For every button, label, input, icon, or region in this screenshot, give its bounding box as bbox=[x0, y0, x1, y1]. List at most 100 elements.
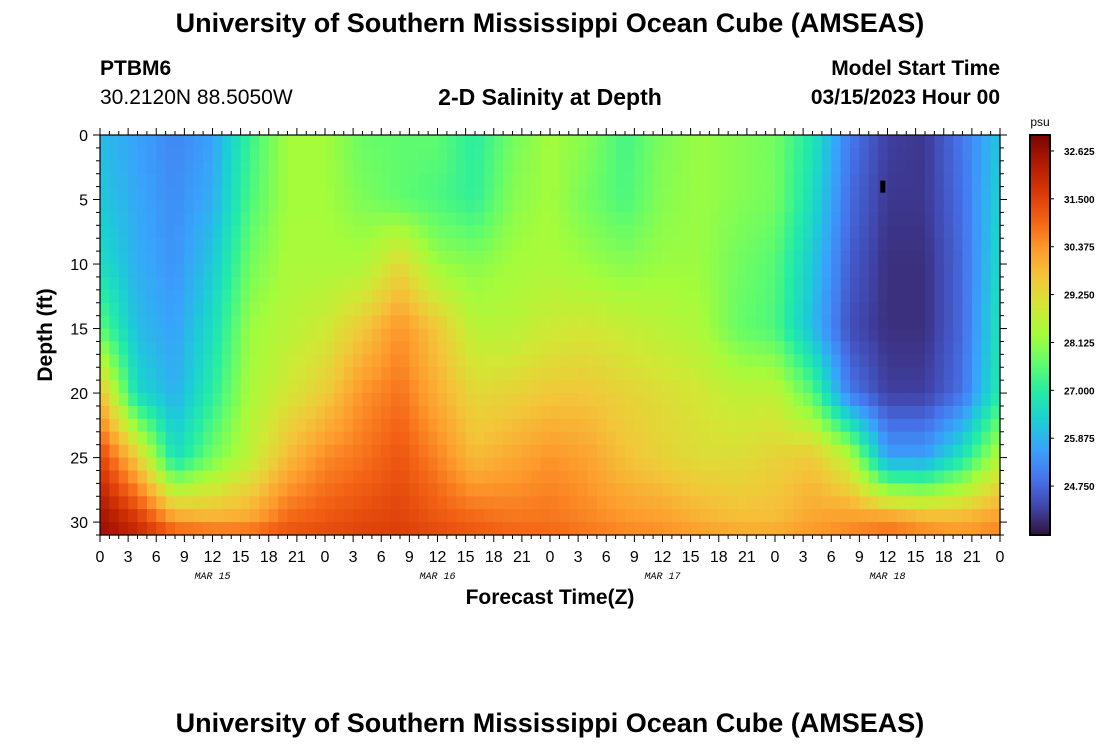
heatmap-cell bbox=[943, 238, 954, 252]
heatmap-cell bbox=[137, 444, 148, 459]
heatmap-cell bbox=[268, 225, 279, 239]
heatmap-cell bbox=[109, 147, 120, 162]
heatmap-cell bbox=[371, 457, 382, 472]
heatmap-cell bbox=[409, 483, 420, 497]
heatmap-cell bbox=[550, 341, 560, 355]
heatmap-cell bbox=[859, 173, 870, 188]
heatmap-cell bbox=[850, 457, 860, 472]
heatmap-cell bbox=[568, 522, 579, 536]
heatmap-cell bbox=[821, 302, 832, 317]
heatmap-cell bbox=[531, 470, 542, 484]
heatmap-cell bbox=[934, 405, 945, 420]
heatmap-cell bbox=[953, 212, 964, 226]
heatmap-cell bbox=[475, 264, 485, 278]
heatmap-cell bbox=[128, 367, 139, 381]
heatmap-cell bbox=[381, 276, 392, 291]
heatmap-cell bbox=[240, 186, 251, 201]
heatmap-cell bbox=[484, 483, 495, 497]
heatmap-cell bbox=[212, 315, 223, 330]
heatmap-cell bbox=[568, 444, 579, 459]
heatmap-cell bbox=[887, 276, 898, 291]
heatmap-cell bbox=[428, 173, 439, 188]
heatmap-cell bbox=[850, 160, 860, 175]
heatmap-cell bbox=[259, 147, 270, 162]
heatmap-cell bbox=[831, 147, 842, 162]
heatmap-cell bbox=[615, 496, 626, 510]
heatmap-cell bbox=[634, 393, 645, 407]
heatmap-cell bbox=[409, 315, 420, 330]
heatmap-cell bbox=[193, 354, 204, 368]
heatmap-cell bbox=[878, 393, 889, 407]
heatmap-cell bbox=[596, 418, 607, 433]
heatmap-cell bbox=[728, 522, 739, 536]
heatmap-cell bbox=[643, 212, 654, 226]
heatmap-cell bbox=[428, 522, 439, 536]
heatmap-cell bbox=[793, 405, 804, 420]
heatmap-cell bbox=[184, 483, 195, 497]
heatmap-cell bbox=[587, 173, 598, 188]
heatmap-cell bbox=[325, 199, 335, 214]
heatmap-cell bbox=[662, 186, 673, 201]
heatmap-cell bbox=[503, 328, 514, 343]
heatmap-cell bbox=[915, 147, 926, 162]
heatmap-cell bbox=[568, 160, 579, 175]
heatmap-cell bbox=[503, 264, 514, 278]
heatmap-cell bbox=[840, 173, 851, 188]
heatmap-cell bbox=[315, 238, 326, 252]
heatmap-cell bbox=[953, 264, 964, 278]
heatmap-cell bbox=[634, 212, 645, 226]
heatmap-cell bbox=[456, 354, 467, 368]
heatmap-cell bbox=[381, 251, 392, 265]
heatmap-cell bbox=[953, 186, 964, 201]
heatmap-cell bbox=[803, 380, 814, 394]
heatmap-cell bbox=[484, 315, 495, 330]
heatmap-cell bbox=[371, 315, 382, 330]
heatmap-cell bbox=[540, 431, 551, 446]
heatmap-cell bbox=[615, 160, 626, 175]
heatmap-cell bbox=[221, 405, 232, 420]
heatmap-cell bbox=[371, 431, 382, 446]
heatmap-cell bbox=[915, 367, 926, 381]
date-labels: MAR 15 MAR 16 MAR 17 MAR 18 bbox=[194, 572, 905, 583]
heatmap-cell bbox=[925, 496, 935, 510]
heatmap-cell bbox=[625, 405, 635, 420]
heatmap-cell bbox=[203, 302, 214, 317]
heatmap-cell bbox=[315, 341, 326, 355]
heatmap-cell bbox=[821, 135, 832, 149]
heatmap-cell bbox=[343, 212, 354, 226]
heatmap-cell bbox=[137, 147, 148, 162]
heatmap-cell bbox=[981, 483, 992, 497]
heatmap-cell bbox=[578, 289, 589, 304]
heatmap-cell bbox=[400, 135, 410, 149]
heatmap-cell bbox=[268, 199, 279, 214]
heatmap-cell bbox=[821, 212, 832, 226]
heatmap-cell bbox=[203, 186, 214, 201]
heatmap-cell bbox=[100, 264, 110, 278]
heatmap-cell bbox=[821, 431, 832, 446]
heatmap-cell bbox=[737, 212, 748, 226]
heatmap-cell bbox=[503, 393, 514, 407]
heatmap-cell bbox=[700, 173, 710, 188]
heatmap-cell bbox=[409, 341, 420, 355]
heatmap-cell bbox=[653, 135, 664, 149]
heatmap-cell bbox=[240, 367, 251, 381]
heatmap-cell bbox=[737, 264, 748, 278]
heatmap-cell bbox=[325, 470, 335, 484]
heatmap-cell bbox=[596, 315, 607, 330]
heatmap-cell bbox=[475, 147, 485, 162]
heatmap-cell bbox=[325, 173, 335, 188]
heatmap-cell bbox=[475, 315, 485, 330]
heatmap-cell bbox=[465, 199, 476, 214]
heatmap-cell bbox=[821, 367, 832, 381]
heatmap-cell bbox=[625, 276, 635, 291]
heatmap-cell bbox=[137, 522, 148, 536]
heatmap-cell bbox=[203, 418, 214, 433]
heatmap-cell bbox=[831, 405, 842, 420]
heatmap-cell bbox=[700, 276, 710, 291]
heatmap-cell bbox=[709, 457, 720, 472]
heatmap-cell bbox=[550, 328, 560, 343]
heatmap-cell bbox=[700, 496, 710, 510]
heatmap-cell bbox=[559, 135, 570, 149]
heatmap-cell bbox=[268, 367, 279, 381]
heatmap-cell bbox=[240, 315, 251, 330]
